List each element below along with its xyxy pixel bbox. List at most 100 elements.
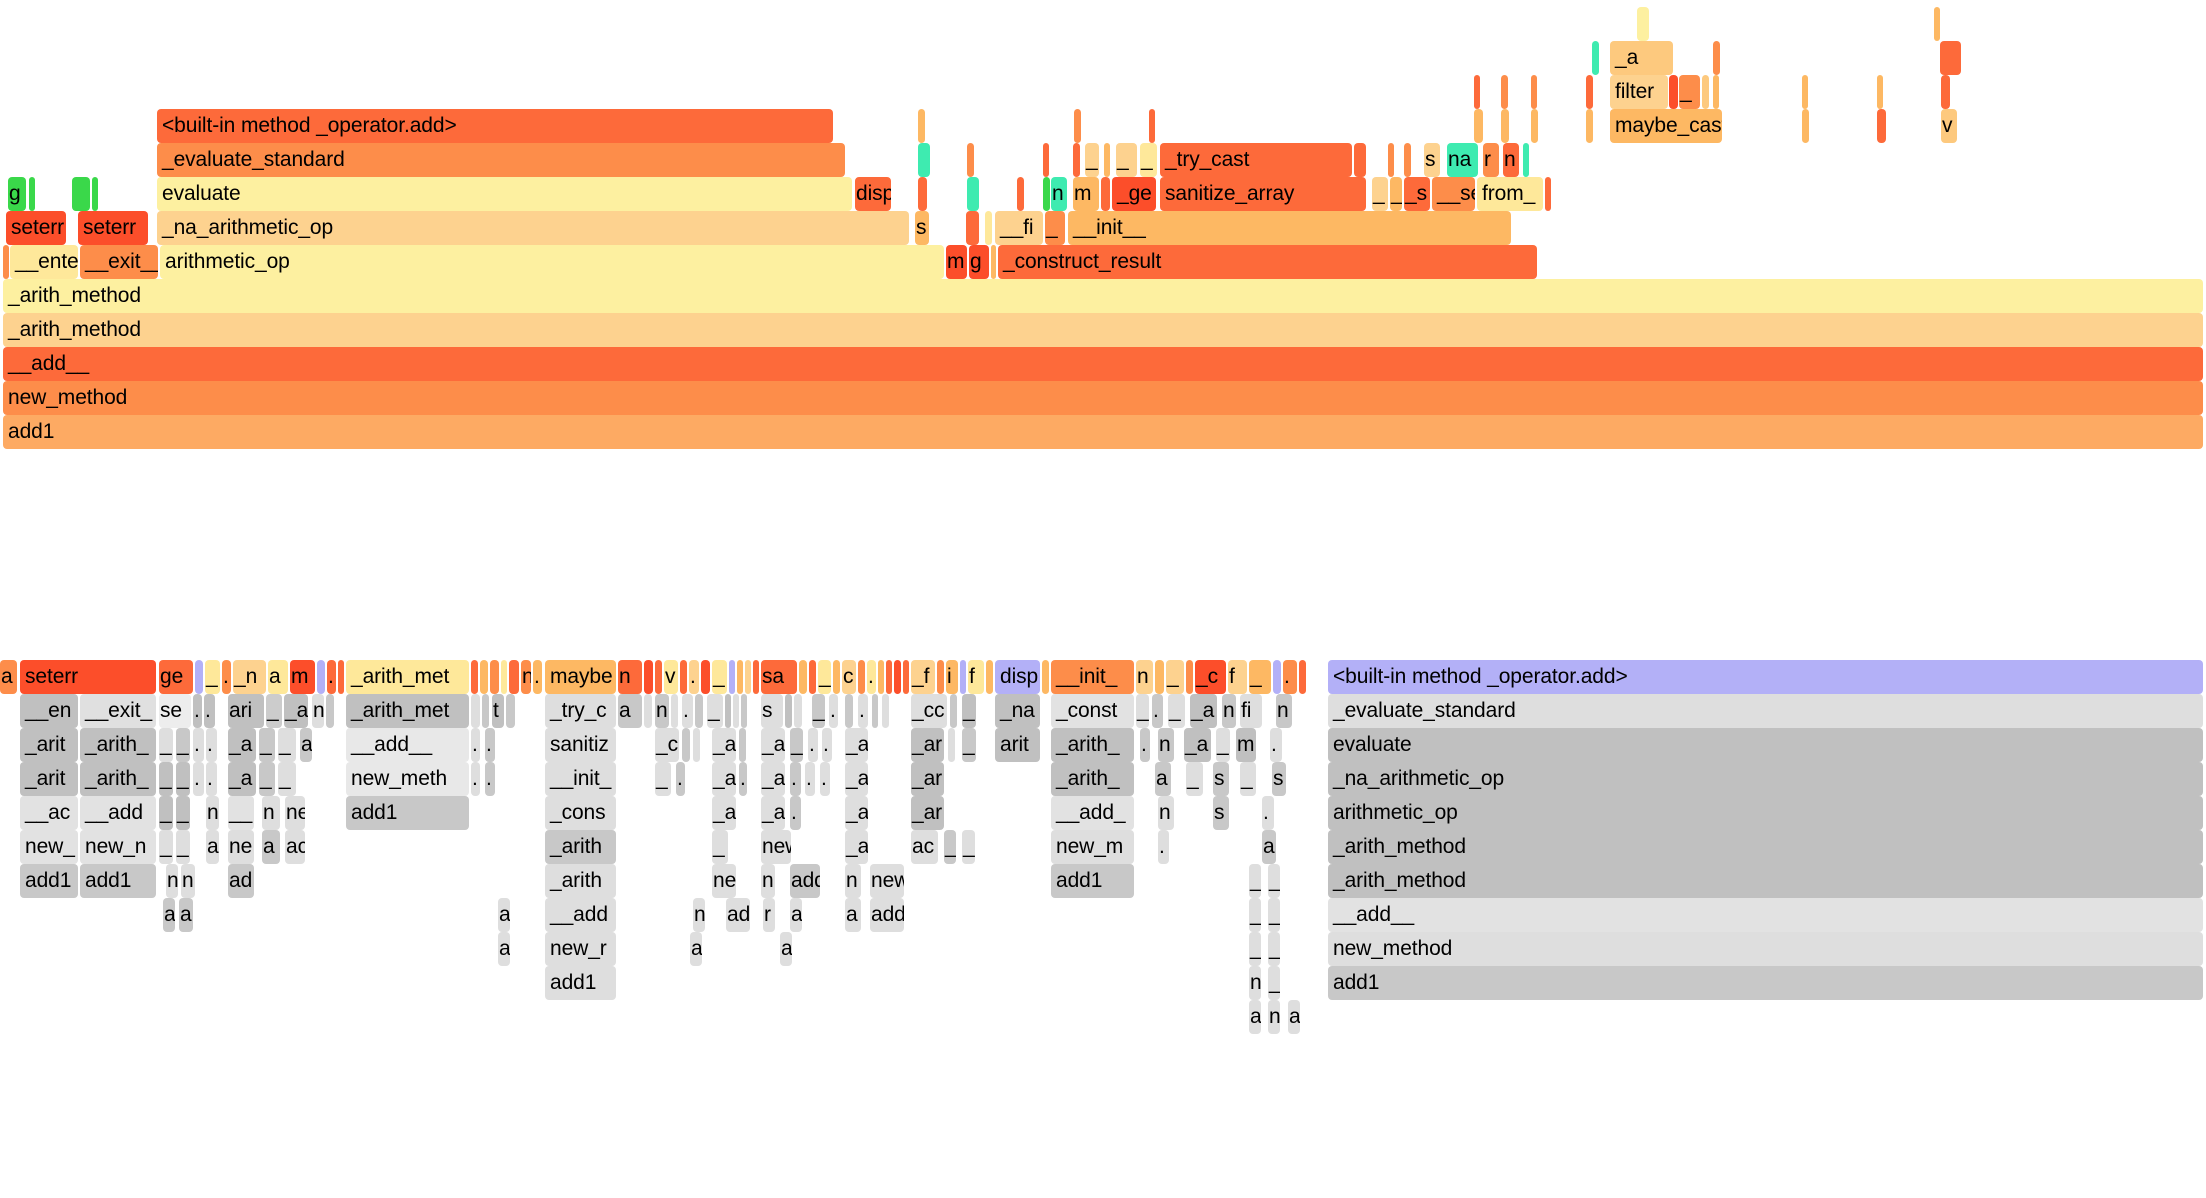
flamegraph-frame[interactable]: new_r: [545, 932, 616, 966]
flamegraph-frame[interactable]: .: [1152, 694, 1163, 728]
flamegraph-frame[interactable]: _a: [712, 796, 736, 830]
flamegraph-frame[interactable]: .: [471, 762, 480, 796]
flamegraph-frame[interactable]: [1531, 109, 1538, 143]
flamegraph-frame[interactable]: [1501, 109, 1509, 143]
flamegraph-frame[interactable]: ge: [159, 660, 193, 694]
flamegraph-frame[interactable]: _ar: [911, 762, 944, 796]
flamegraph-frame[interactable]: na: [1447, 143, 1478, 177]
flamegraph-frame[interactable]: n: [1158, 796, 1174, 830]
flamegraph-frame[interactable]: _a: [761, 796, 785, 830]
flamegraph-frame[interactable]: _arith_met: [346, 660, 469, 694]
flamegraph-frame[interactable]: n: [761, 864, 775, 898]
flamegraph-frame[interactable]: sanitiz: [545, 728, 616, 762]
flamegraph-frame[interactable]: .: [829, 694, 838, 728]
flamegraph-frame[interactable]: [833, 660, 840, 694]
flamegraph-frame[interactable]: m: [1236, 728, 1256, 762]
flamegraph-frame[interactable]: _evaluate_standard: [157, 143, 845, 177]
flamegraph-frame[interactable]: __add: [80, 796, 156, 830]
flamegraph-frame[interactable]: a: [179, 898, 193, 932]
flamegraph-frame[interactable]: n: [693, 898, 705, 932]
flamegraph-frame[interactable]: [1149, 109, 1155, 143]
flamegraph-frame[interactable]: .: [867, 660, 876, 694]
flamegraph-frame[interactable]: [509, 660, 519, 694]
flamegraph-frame[interactable]: __enter_: [10, 245, 78, 279]
flamegraph-frame[interactable]: new: [761, 830, 791, 864]
flamegraph-frame[interactable]: [72, 177, 90, 211]
flamegraph-frame[interactable]: add1: [346, 796, 469, 830]
flamegraph-frame[interactable]: [1669, 75, 1678, 109]
flamegraph-frame[interactable]: _arith_: [80, 762, 156, 796]
flamegraph-frame[interactable]: .: [327, 660, 336, 694]
flamegraph-frame[interactable]: filter: [1610, 75, 1668, 109]
flamegraph-frame[interactable]: _a: [761, 762, 785, 796]
flamegraph-frame[interactable]: _arith_method: [1328, 864, 2203, 898]
flamegraph-frame[interactable]: s: [1213, 796, 1229, 830]
flamegraph-frame[interactable]: [785, 694, 792, 728]
flamegraph-frame[interactable]: ne: [712, 864, 736, 898]
flamegraph-frame[interactable]: n: [1222, 694, 1236, 728]
flamegraph-frame[interactable]: [1474, 109, 1483, 143]
flamegraph-frame[interactable]: n: [1276, 694, 1292, 728]
flamegraph-frame[interactable]: [878, 660, 884, 694]
flamegraph-frame[interactable]: [701, 660, 710, 694]
flamegraph-frame[interactable]: a: [498, 898, 510, 932]
flamegraph-frame[interactable]: .: [1158, 830, 1169, 864]
flamegraph-frame[interactable]: .: [204, 694, 215, 728]
flamegraph-frame[interactable]: _: [1268, 932, 1280, 966]
flamegraph-frame[interactable]: __en: [20, 694, 78, 728]
flamegraph-frame[interactable]: .: [689, 660, 699, 694]
flamegraph-frame[interactable]: disp: [855, 177, 891, 211]
flamegraph-frame[interactable]: a: [690, 932, 702, 966]
flamegraph-frame[interactable]: _evaluate_standard: [1328, 694, 2203, 728]
flamegraph-frame[interactable]: __init__: [1068, 211, 1511, 245]
flamegraph-frame[interactable]: v: [664, 660, 678, 694]
flamegraph-frame[interactable]: <built-in method _operator.add>: [157, 109, 833, 143]
flamegraph-frame[interactable]: new_m: [1051, 830, 1134, 864]
flamegraph-frame[interactable]: [894, 660, 901, 694]
flamegraph-frame[interactable]: _arit: [20, 728, 78, 762]
flamegraph-frame[interactable]: _: [812, 694, 825, 728]
flamegraph-frame[interactable]: sa: [761, 660, 797, 694]
flamegraph-frame[interactable]: _ge: [1112, 177, 1156, 211]
flamegraph-frame[interactable]: [739, 728, 746, 762]
flamegraph-frame[interactable]: _arith_: [80, 728, 156, 762]
flamegraph-frame[interactable]: ac: [911, 830, 938, 864]
flamegraph-frame[interactable]: .: [808, 728, 818, 762]
flamegraph-frame[interactable]: [644, 660, 653, 694]
flamegraph-frame[interactable]: [1474, 75, 1480, 109]
flamegraph-frame[interactable]: [986, 660, 993, 694]
flamegraph-frame[interactable]: fi: [1240, 694, 1262, 728]
flamegraph-frame[interactable]: [741, 694, 747, 728]
flamegraph-frame[interactable]: arit: [995, 728, 1040, 762]
flamegraph-frame[interactable]: _: [259, 762, 275, 796]
flamegraph-frame[interactable]: n: [312, 694, 324, 728]
flamegraph-frame[interactable]: ne: [285, 796, 305, 830]
flamegraph-frame[interactable]: [1802, 109, 1809, 143]
flamegraph-frame[interactable]: [1877, 109, 1886, 143]
flamegraph-frame[interactable]: n: [845, 864, 861, 898]
flamegraph-frame[interactable]: [1073, 143, 1080, 177]
flamegraph-frame[interactable]: _: [1168, 694, 1185, 728]
flamegraph-frame[interactable]: .: [485, 728, 495, 762]
flamegraph-frame[interactable]: [1545, 177, 1551, 211]
flamegraph-frame[interactable]: [991, 245, 996, 279]
flamegraph-frame[interactable]: [1586, 75, 1593, 109]
flamegraph-frame[interactable]: _: [1249, 660, 1271, 694]
flamegraph-frame[interactable]: _c: [655, 728, 679, 762]
flamegraph-frame[interactable]: [682, 728, 690, 762]
flamegraph-frame[interactable]: _: [278, 728, 296, 762]
flamegraph-frame[interactable]: __add: [545, 898, 616, 932]
primary-flamegraph-panel[interactable]: _a filter _ <built-in method _operator.add>…: [0, 0, 2206, 648]
flamegraph-frame[interactable]: __init_: [545, 762, 616, 796]
flamegraph-frame[interactable]: _na_arithmetic_op: [1328, 762, 2203, 796]
flamegraph-frame[interactable]: m: [1073, 177, 1099, 211]
flamegraph-frame[interactable]: [729, 660, 735, 694]
flamegraph-frame[interactable]: n: [1268, 1000, 1280, 1034]
flamegraph-frame[interactable]: seterr: [78, 211, 148, 245]
flamegraph-frame[interactable]: [471, 694, 480, 728]
flamegraph-frame[interactable]: _arith_: [1051, 728, 1134, 762]
flamegraph-frame[interactable]: _: [1268, 966, 1280, 1000]
flamegraph-frame[interactable]: _: [159, 830, 173, 864]
flamegraph-frame[interactable]: ad: [726, 898, 750, 932]
flamegraph-frame[interactable]: __init_: [1051, 660, 1134, 694]
